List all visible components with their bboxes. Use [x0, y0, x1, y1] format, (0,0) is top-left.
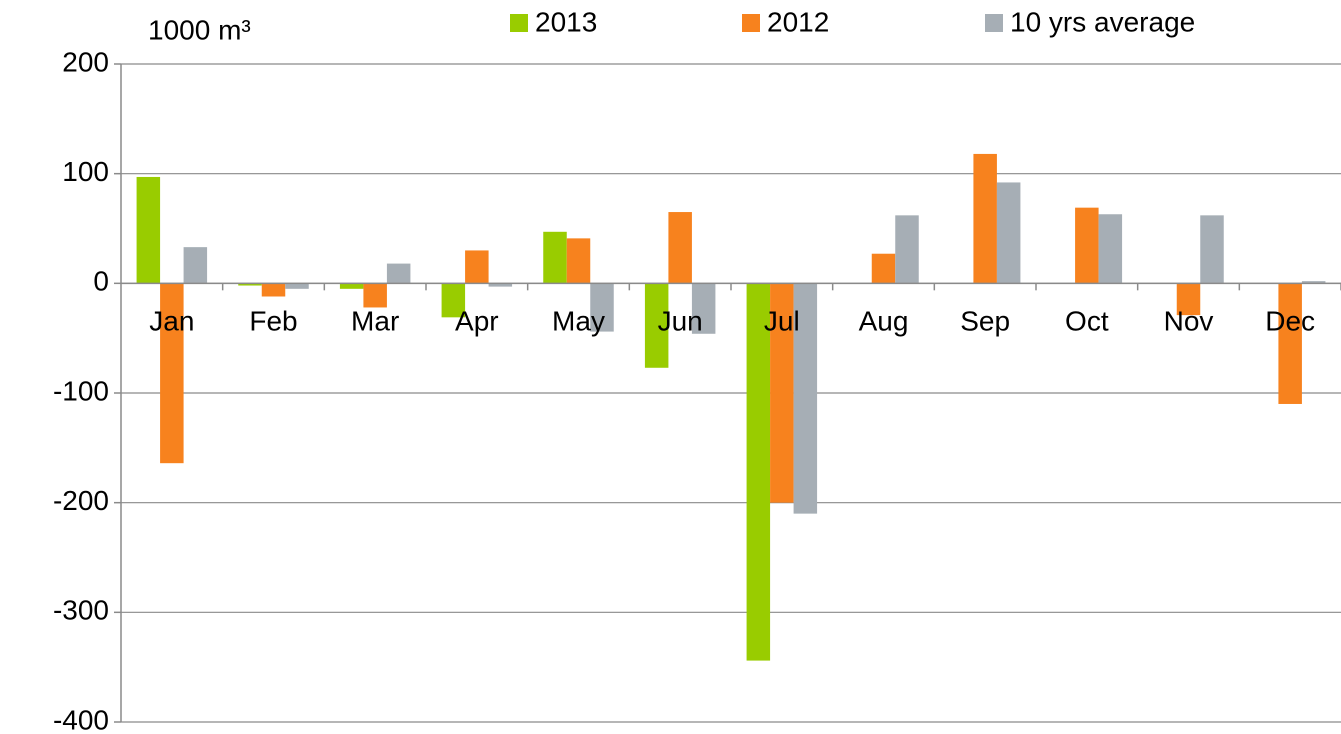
legend-swatch	[985, 14, 1003, 32]
y-tick-label: 0	[93, 266, 109, 297]
bar	[895, 215, 919, 284]
bar	[386, 263, 411, 284]
bar	[996, 182, 1021, 284]
y-tick-label: 200	[62, 46, 109, 77]
bar	[1075, 207, 1099, 284]
bar	[566, 238, 591, 284]
bar	[543, 231, 567, 284]
x-tick-label: Nov	[1164, 306, 1214, 337]
legend-swatch	[510, 14, 528, 32]
bar	[746, 283, 771, 661]
bar	[465, 250, 489, 284]
bar	[871, 253, 896, 284]
x-tick-label: Aug	[859, 306, 909, 337]
x-tick-label: Jun	[658, 306, 703, 337]
bar	[590, 283, 614, 332]
bar	[1278, 283, 1302, 404]
legend-label: 2013	[535, 6, 597, 37]
bar	[183, 247, 208, 284]
x-tick-label: Jan	[149, 306, 194, 337]
bar	[1098, 214, 1123, 284]
bar	[339, 283, 364, 289]
y-unit-label: 1000 m³	[148, 14, 251, 45]
bar	[441, 283, 466, 318]
x-tick-label: Sep	[960, 306, 1010, 337]
legend-label: 10 yrs average	[1010, 6, 1195, 37]
y-tick-label: 100	[62, 156, 109, 187]
y-tick-label: -200	[53, 485, 109, 516]
bar	[668, 212, 692, 284]
y-tick-label: -100	[53, 375, 109, 406]
bar	[363, 283, 387, 308]
bar	[160, 283, 184, 464]
y-tick-label: -300	[53, 595, 109, 626]
bar	[285, 283, 309, 289]
legend-swatch	[742, 14, 760, 32]
x-tick-label: Feb	[249, 306, 297, 337]
bar	[136, 176, 161, 284]
y-tick-label: -400	[53, 704, 109, 734]
bar	[238, 283, 262, 286]
x-tick-label: May	[552, 306, 605, 337]
bar	[1200, 215, 1224, 284]
legend-label: 2012	[767, 6, 829, 37]
bar	[691, 283, 716, 334]
x-tick-label: Mar	[351, 306, 399, 337]
bar	[488, 283, 513, 287]
bar	[973, 153, 997, 284]
x-tick-label: Dec	[1265, 306, 1315, 337]
bar	[770, 283, 794, 503]
bar	[261, 283, 286, 297]
x-tick-label: Oct	[1065, 306, 1109, 337]
bar	[1301, 281, 1326, 284]
x-tick-label: Apr	[455, 306, 499, 337]
bar	[644, 283, 669, 368]
bar	[793, 283, 818, 514]
x-tick-label: Jul	[764, 306, 800, 337]
bar	[1176, 283, 1201, 316]
